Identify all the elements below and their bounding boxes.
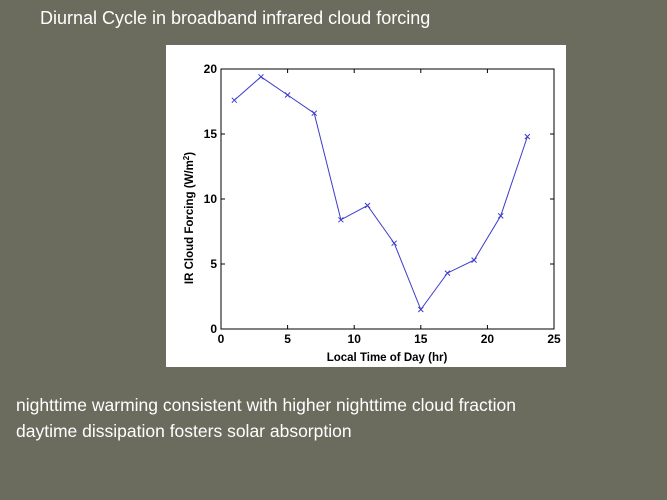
series-group xyxy=(231,73,531,313)
x-tick-label: 5 xyxy=(284,332,291,346)
x-tick-label: 0 xyxy=(218,332,225,346)
axes: 0 5 10 15 20 25 0 5 10 15 20 xyxy=(204,62,561,346)
x-tick-label: 15 xyxy=(414,332,428,346)
data-point-marker xyxy=(471,257,477,263)
data-point-marker xyxy=(524,133,531,140)
x-tick-label: 20 xyxy=(481,332,495,346)
data-point-marker xyxy=(311,110,318,117)
y-tick-label: 0 xyxy=(210,322,217,336)
chart-panel: 0 5 10 15 20 25 0 5 10 15 20 Local Time of Day (hr… xyxy=(166,45,566,367)
data-point-marker xyxy=(391,240,398,247)
data-point-marker xyxy=(444,270,451,276)
x-tick-label: 25 xyxy=(547,332,561,346)
data-point-marker xyxy=(338,216,344,223)
data-point-marker xyxy=(231,97,238,104)
y-tick-label: 10 xyxy=(204,192,218,206)
plot-frame xyxy=(220,68,555,330)
series-line xyxy=(233,76,528,311)
x-axis-label: Local Time of Day (hr) xyxy=(327,352,448,364)
y-tick-label: 20 xyxy=(204,62,218,76)
data-point-marker xyxy=(258,73,264,80)
data-point-marker xyxy=(284,92,291,98)
slide-title: Diurnal Cycle in broadband infrared clou… xyxy=(40,8,431,28)
y-tick-label: 5 xyxy=(210,257,217,271)
caption-nighttime: nighttime warming consistent with higher… xyxy=(16,395,516,415)
y-tick-label: 15 xyxy=(204,127,218,141)
data-point-marker xyxy=(417,306,424,313)
caption-daytime: daytime dissipation fosters solar absorp… xyxy=(16,421,352,441)
x-tick-label: 10 xyxy=(348,332,362,346)
line-chart: 0 5 10 15 20 25 0 5 10 15 20 Local Time of Day (hr… xyxy=(182,62,561,364)
data-point-marker xyxy=(364,202,371,209)
y-axis-label: IR Cloud Forcing (W/m2) xyxy=(182,152,196,284)
data-point-marker xyxy=(497,213,504,219)
